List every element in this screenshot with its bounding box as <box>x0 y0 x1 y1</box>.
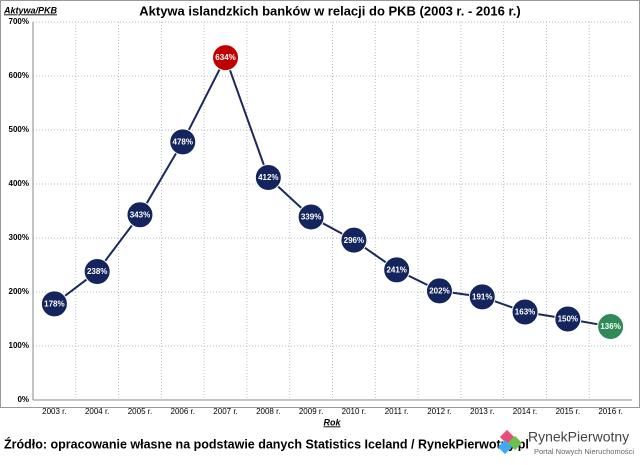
y-tick-label: 500% <box>9 125 29 134</box>
data-label: 241% <box>386 265 406 274</box>
data-point <box>169 128 197 156</box>
y-tick-label: 200% <box>9 287 29 296</box>
x-tick-label: 2010 r. <box>342 407 366 416</box>
x-tick-label: 2015 r. <box>556 407 580 416</box>
data-label: 343% <box>130 210 150 219</box>
data-point <box>425 277 453 305</box>
x-tick-label: 2014 r. <box>513 407 537 416</box>
data-label: 150% <box>558 315 578 324</box>
x-tick-label: 2009 r. <box>299 407 323 416</box>
data-point <box>554 305 582 333</box>
data-label: 191% <box>472 292 492 301</box>
y-tick-label: 0% <box>17 395 29 404</box>
data-point <box>340 226 368 254</box>
chart-title: Aktywa islandzkich banków w relacji do P… <box>139 3 520 18</box>
data-point <box>40 290 68 318</box>
source-note: Źródło: opracowanie własne na podstawie … <box>4 436 529 451</box>
data-label: 478% <box>173 137 193 146</box>
data-label: 178% <box>44 299 64 308</box>
logo-tagline: Portal Nowych Nieruchomości <box>534 447 634 456</box>
data-label: 136% <box>600 322 620 331</box>
x-axis-label: Rok <box>323 417 341 427</box>
data-label: 412% <box>258 173 278 182</box>
data-point <box>254 164 282 192</box>
logo-name: RynekPierwotny <box>528 429 629 445</box>
data-point <box>83 257 111 285</box>
x-tick-label: 2011 r. <box>385 407 409 416</box>
data-point <box>597 313 625 341</box>
data-label: 238% <box>87 267 107 276</box>
data-point <box>297 203 325 231</box>
logo: RynekPierwotny Portal Nowych Nieruchomoś… <box>497 429 634 456</box>
x-tick-label: 2007 r. <box>213 407 237 416</box>
x-tick-label: 2005 r. <box>128 407 152 416</box>
y-tick-label: 700% <box>9 17 29 26</box>
y-axis-label: Aktywa/PKB <box>3 5 58 15</box>
logo-icon <box>497 439 513 455</box>
chart-frame <box>0 0 640 408</box>
x-tick-label: 2016 r. <box>598 407 622 416</box>
data-label: 163% <box>515 308 535 317</box>
data-label: 634% <box>215 53 235 62</box>
data-label: 202% <box>429 287 449 296</box>
data-point <box>383 256 411 284</box>
data-point <box>126 201 154 229</box>
x-tick-label: 2004 r. <box>85 407 109 416</box>
data-point <box>468 283 496 311</box>
y-tick-label: 300% <box>9 233 29 242</box>
data-point <box>511 298 539 326</box>
x-tick-label: 2013 r. <box>470 407 494 416</box>
data-label: 296% <box>344 236 364 245</box>
y-tick-label: 600% <box>9 71 29 80</box>
x-tick-label: 2006 r. <box>171 407 195 416</box>
data-label: 339% <box>301 213 321 222</box>
x-tick-label: 2008 r. <box>256 407 280 416</box>
y-tick-label: 400% <box>9 179 29 188</box>
x-tick-label: 2003 r. <box>42 407 66 416</box>
y-tick-label: 100% <box>9 341 29 350</box>
x-tick-label: 2012 r. <box>427 407 451 416</box>
data-point <box>212 44 240 72</box>
